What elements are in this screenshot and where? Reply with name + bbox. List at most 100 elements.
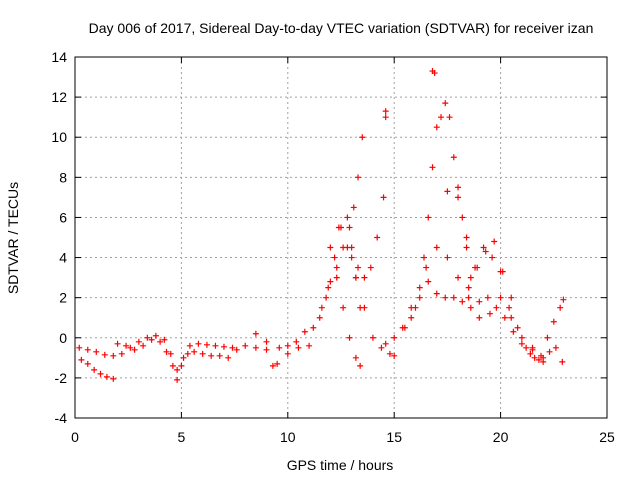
data-point	[335, 224, 342, 231]
data-point	[429, 164, 436, 171]
data-point	[76, 344, 83, 351]
y-tick-label: -4	[55, 410, 68, 426]
data-point	[408, 314, 415, 321]
x-tick-label: 25	[599, 429, 615, 445]
data-point	[361, 304, 368, 311]
data-point	[425, 214, 432, 221]
data-point	[476, 298, 483, 305]
data-point	[225, 354, 232, 361]
data-point	[174, 376, 181, 383]
data-point	[367, 264, 374, 271]
data-point	[333, 274, 340, 281]
data-point	[355, 174, 362, 181]
data-point	[391, 334, 398, 341]
x-axis-title: GPS time / hours	[287, 457, 394, 473]
data-point	[344, 214, 351, 221]
x-tick-label: 20	[493, 429, 509, 445]
data-point	[167, 350, 174, 357]
y-tick-label: 2	[59, 290, 67, 306]
data-point	[382, 108, 389, 115]
data-point	[169, 362, 176, 369]
data-point	[380, 194, 387, 201]
data-point	[316, 314, 323, 321]
data-point	[459, 214, 466, 221]
data-point	[378, 344, 385, 351]
data-point	[127, 344, 134, 351]
data-point	[463, 234, 470, 241]
data-point	[467, 274, 474, 281]
x-tick-label: 0	[71, 429, 79, 445]
y-tick-label: 12	[51, 89, 67, 105]
data-point	[455, 194, 462, 201]
data-point	[382, 340, 389, 347]
data-point	[327, 278, 334, 285]
data-point	[144, 334, 151, 341]
y-tick-label: 10	[51, 129, 67, 145]
data-point	[501, 314, 508, 321]
series-late	[529, 296, 567, 359]
data-point	[306, 342, 313, 349]
data-point	[123, 342, 130, 349]
y-axis-title: SDTVAR / TECUs	[5, 182, 21, 294]
data-point	[442, 294, 449, 301]
data-point	[463, 244, 470, 251]
data-point	[178, 362, 185, 369]
data-point	[140, 342, 147, 349]
data-point	[514, 324, 521, 331]
data-point	[263, 338, 270, 345]
data-point	[78, 356, 85, 363]
y-tick-label: 0	[59, 330, 67, 346]
data-point	[346, 334, 353, 341]
series-peak-3	[442, 100, 474, 281]
data-point	[110, 375, 117, 382]
series-early-b	[78, 356, 117, 382]
data-point	[386, 350, 393, 357]
series-band-a	[408, 278, 542, 363]
data-point	[459, 298, 466, 305]
data-point	[508, 314, 515, 321]
data-point	[550, 318, 557, 325]
data-point	[476, 314, 483, 321]
data-point	[229, 344, 236, 351]
series-early-a	[76, 332, 240, 373]
data-point	[346, 224, 353, 231]
data-point	[529, 346, 536, 353]
data-point	[135, 338, 142, 345]
data-point	[497, 294, 504, 301]
data-point	[425, 278, 432, 285]
data-point	[97, 370, 104, 377]
data-point	[535, 356, 542, 363]
data-point	[284, 350, 291, 357]
data-point	[269, 362, 276, 369]
data-point	[510, 328, 517, 335]
data-point	[295, 344, 302, 351]
data-point	[195, 340, 202, 347]
series-band-b	[401, 244, 536, 351]
data-point	[276, 344, 283, 351]
chart-title: Day 006 of 2017, Sidereal Day-to-day VTE…	[89, 20, 594, 36]
data-point	[423, 264, 430, 271]
data-point	[174, 366, 181, 373]
data-point	[252, 330, 259, 337]
data-point	[446, 114, 453, 121]
data-point	[103, 373, 110, 380]
data-point	[465, 294, 472, 301]
data-point	[493, 304, 500, 311]
data-point	[284, 342, 291, 349]
data-point	[486, 310, 493, 317]
data-point	[420, 254, 427, 261]
data-points	[76, 68, 567, 383]
data-point	[444, 188, 451, 195]
x-tick-label: 10	[280, 429, 296, 445]
series-rise-1	[318, 214, 364, 311]
data-point	[401, 324, 408, 331]
data-point	[489, 254, 496, 261]
y-axis-ticks: -4 -2 0 2 4 6 8 10 12 14	[51, 49, 607, 426]
data-point	[491, 238, 498, 245]
data-point	[357, 362, 364, 369]
series-fall-2	[335, 224, 398, 359]
data-point	[352, 354, 359, 361]
data-point	[318, 304, 325, 311]
data-point	[93, 348, 100, 355]
data-point	[350, 204, 357, 211]
